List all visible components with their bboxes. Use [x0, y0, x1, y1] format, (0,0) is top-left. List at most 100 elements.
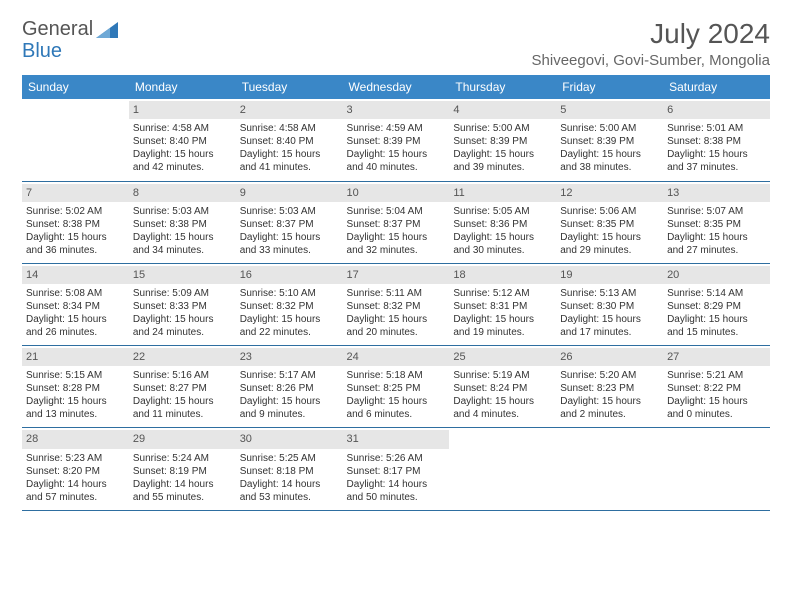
- calendar-day-cell: [663, 428, 770, 510]
- daylight-text: and 53 minutes.: [240, 491, 339, 504]
- day-number: 23: [236, 348, 343, 366]
- daylight-text: Daylight: 15 hours: [133, 395, 232, 408]
- daylight-text: Daylight: 14 hours: [240, 478, 339, 491]
- sunrise-text: Sunrise: 5:14 AM: [667, 287, 766, 300]
- daylight-text: Daylight: 14 hours: [133, 478, 232, 491]
- daylight-text: and 39 minutes.: [453, 161, 552, 174]
- calendar-day-cell: 25Sunrise: 5:19 AMSunset: 8:24 PMDayligh…: [449, 346, 556, 428]
- daylight-text: and 24 minutes.: [133, 326, 232, 339]
- logo: General: [22, 18, 118, 41]
- day-number: 4: [449, 101, 556, 119]
- sunset-text: Sunset: 8:20 PM: [26, 465, 125, 478]
- logo-text-general: General: [22, 18, 93, 41]
- daylight-text: Daylight: 15 hours: [453, 395, 552, 408]
- sunrise-text: Sunrise: 5:08 AM: [26, 287, 125, 300]
- calendar-day-cell: 5Sunrise: 5:00 AMSunset: 8:39 PMDaylight…: [556, 99, 663, 181]
- sunrise-text: Sunrise: 4:59 AM: [347, 122, 446, 135]
- daylight-text: and 2 minutes.: [560, 408, 659, 421]
- day-number: 11: [449, 184, 556, 202]
- sunset-text: Sunset: 8:39 PM: [453, 135, 552, 148]
- sunset-text: Sunset: 8:32 PM: [347, 300, 446, 313]
- calendar-day-cell: [22, 99, 129, 181]
- sunrise-text: Sunrise: 5:16 AM: [133, 369, 232, 382]
- sunset-text: Sunset: 8:38 PM: [26, 218, 125, 231]
- daylight-text: and 27 minutes.: [667, 244, 766, 257]
- day-number: 21: [22, 348, 129, 366]
- sunrise-text: Sunrise: 5:05 AM: [453, 205, 552, 218]
- sunrise-text: Sunrise: 5:25 AM: [240, 452, 339, 465]
- day-header-row: Sunday Monday Tuesday Wednesday Thursday…: [22, 75, 770, 99]
- daylight-text: and 30 minutes.: [453, 244, 552, 257]
- daylight-text: Daylight: 15 hours: [26, 395, 125, 408]
- calendar-day-cell: [449, 428, 556, 510]
- calendar-week-row: 14Sunrise: 5:08 AMSunset: 8:34 PMDayligh…: [22, 263, 770, 345]
- day-number: 16: [236, 266, 343, 284]
- day-number: 17: [343, 266, 450, 284]
- sunrise-text: Sunrise: 5:11 AM: [347, 287, 446, 300]
- calendar-day-cell: 29Sunrise: 5:24 AMSunset: 8:19 PMDayligh…: [129, 428, 236, 510]
- day-number: 25: [449, 348, 556, 366]
- daylight-text: and 29 minutes.: [560, 244, 659, 257]
- daylight-text: Daylight: 15 hours: [560, 231, 659, 244]
- location-text: Shiveegovi, Govi-Sumber, Mongolia: [532, 52, 770, 69]
- sunrise-text: Sunrise: 5:03 AM: [240, 205, 339, 218]
- calendar-day-cell: 20Sunrise: 5:14 AMSunset: 8:29 PMDayligh…: [663, 263, 770, 345]
- sunrise-text: Sunrise: 5:21 AM: [667, 369, 766, 382]
- daylight-text: and 4 minutes.: [453, 408, 552, 421]
- day-number: 30: [236, 430, 343, 448]
- calendar-week-row: 7Sunrise: 5:02 AMSunset: 8:38 PMDaylight…: [22, 181, 770, 263]
- sunrise-text: Sunrise: 5:12 AM: [453, 287, 552, 300]
- day-number: 6: [663, 101, 770, 119]
- sunrise-text: Sunrise: 5:00 AM: [560, 122, 659, 135]
- calendar-day-cell: 15Sunrise: 5:09 AMSunset: 8:33 PMDayligh…: [129, 263, 236, 345]
- calendar-body: 1Sunrise: 4:58 AMSunset: 8:40 PMDaylight…: [22, 99, 770, 510]
- day-header: Sunday: [22, 75, 129, 99]
- calendar-day-cell: 10Sunrise: 5:04 AMSunset: 8:37 PMDayligh…: [343, 181, 450, 263]
- sunrise-text: Sunrise: 5:18 AM: [347, 369, 446, 382]
- sunrise-text: Sunrise: 5:20 AM: [560, 369, 659, 382]
- calendar-day-cell: 30Sunrise: 5:25 AMSunset: 8:18 PMDayligh…: [236, 428, 343, 510]
- calendar-week-row: 28Sunrise: 5:23 AMSunset: 8:20 PMDayligh…: [22, 428, 770, 510]
- daylight-text: and 32 minutes.: [347, 244, 446, 257]
- day-header: Thursday: [449, 75, 556, 99]
- day-number: 28: [22, 430, 129, 448]
- day-number: 7: [22, 184, 129, 202]
- day-number: 29: [129, 430, 236, 448]
- logo-text-blue: Blue: [22, 40, 62, 63]
- calendar-day-cell: 18Sunrise: 5:12 AMSunset: 8:31 PMDayligh…: [449, 263, 556, 345]
- day-number: 15: [129, 266, 236, 284]
- sunrise-text: Sunrise: 4:58 AM: [133, 122, 232, 135]
- sunrise-text: Sunrise: 5:13 AM: [560, 287, 659, 300]
- daylight-text: and 34 minutes.: [133, 244, 232, 257]
- calendar-day-cell: 28 Sunrise: 5:23 AMSunset: 8:20 PMDayligh…: [22, 428, 129, 510]
- day-header: Wednesday: [343, 75, 450, 99]
- sunset-text: Sunset: 8:27 PM: [133, 382, 232, 395]
- logo-triangle-icon: [96, 22, 118, 38]
- daylight-text: Daylight: 15 hours: [26, 231, 125, 244]
- sunrise-text: Sunrise: 5:23 AM: [26, 452, 125, 465]
- day-number: 20: [663, 266, 770, 284]
- sunrise-text: Sunrise: 5:10 AM: [240, 287, 339, 300]
- sunrise-text: Sunrise: 5:00 AM: [453, 122, 552, 135]
- sunrise-text: Sunrise: 5:02 AM: [26, 205, 125, 218]
- sunrise-text: Sunrise: 5:04 AM: [347, 205, 446, 218]
- month-title: July 2024: [532, 18, 770, 50]
- sunset-text: Sunset: 8:33 PM: [133, 300, 232, 313]
- sunrise-text: Sunrise: 5:03 AM: [133, 205, 232, 218]
- sunset-text: Sunset: 8:22 PM: [667, 382, 766, 395]
- page-header: General July 2024 Shiveegovi, Govi-Sumbe…: [22, 18, 770, 69]
- sunset-text: Sunset: 8:39 PM: [560, 135, 659, 148]
- daylight-text: Daylight: 15 hours: [133, 313, 232, 326]
- day-number: 24: [343, 348, 450, 366]
- calendar-day-cell: 12Sunrise: 5:06 AMSunset: 8:35 PMDayligh…: [556, 181, 663, 263]
- daylight-text: Daylight: 15 hours: [347, 395, 446, 408]
- day-number: 14: [22, 266, 129, 284]
- day-number: 1: [129, 101, 236, 119]
- daylight-text: Daylight: 15 hours: [347, 231, 446, 244]
- daylight-text: Daylight: 14 hours: [26, 478, 125, 491]
- daylight-text: Daylight: 15 hours: [240, 231, 339, 244]
- day-number: 22: [129, 348, 236, 366]
- day-number: 8: [129, 184, 236, 202]
- sunset-text: Sunset: 8:30 PM: [560, 300, 659, 313]
- daylight-text: and 9 minutes.: [240, 408, 339, 421]
